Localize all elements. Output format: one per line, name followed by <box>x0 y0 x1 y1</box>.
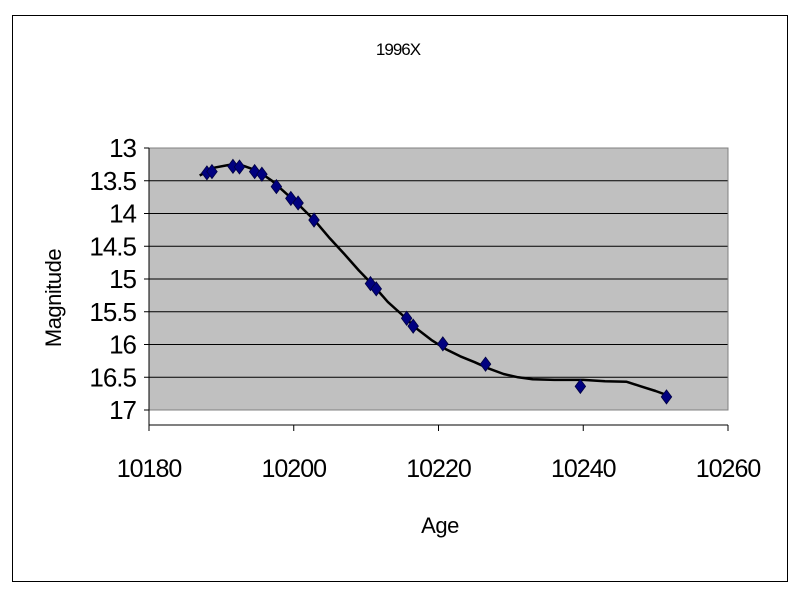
axes <box>144 147 729 431</box>
data-point <box>370 281 383 297</box>
x-tick-labels: 10180 10200 10220 10240 10260 <box>117 455 762 483</box>
data-point <box>479 356 492 372</box>
x-tick-label: 10180 <box>117 455 182 483</box>
data-point <box>574 378 587 395</box>
y-tick-label: 15.5 <box>89 297 136 327</box>
data-markers <box>201 158 673 405</box>
y-tick-label: 14.5 <box>89 231 136 261</box>
data-point <box>400 310 413 326</box>
y-tick-label: 16 <box>109 330 136 360</box>
x-tick-label: 10220 <box>406 455 471 483</box>
x-axis-label: Age <box>421 513 459 538</box>
data-point <box>437 336 449 352</box>
data-point <box>660 389 673 405</box>
chart-frame <box>12 15 788 582</box>
x-tick-label: 10240 <box>551 455 616 483</box>
data-point <box>308 212 320 228</box>
x-tick-label: 10200 <box>261 455 326 483</box>
y-axis-label: Magnitude <box>41 249 66 348</box>
y-tick-label: 16.5 <box>89 362 136 392</box>
y-tick-label: 13 <box>109 133 136 163</box>
data-point <box>256 166 268 182</box>
y-tick-label: 14 <box>109 199 136 229</box>
y-tick-label: 15 <box>109 264 136 294</box>
data-point <box>248 163 261 180</box>
chart-title: 1996X <box>376 40 421 59</box>
data-point <box>292 195 304 211</box>
y-tick-label: 17 <box>109 395 136 425</box>
data-point <box>407 318 419 334</box>
y-tick-label: 13.5 <box>89 166 136 196</box>
data-point <box>270 178 283 195</box>
x-tick-label: 10260 <box>696 455 761 483</box>
data-point <box>233 159 246 175</box>
data-point <box>206 163 218 180</box>
